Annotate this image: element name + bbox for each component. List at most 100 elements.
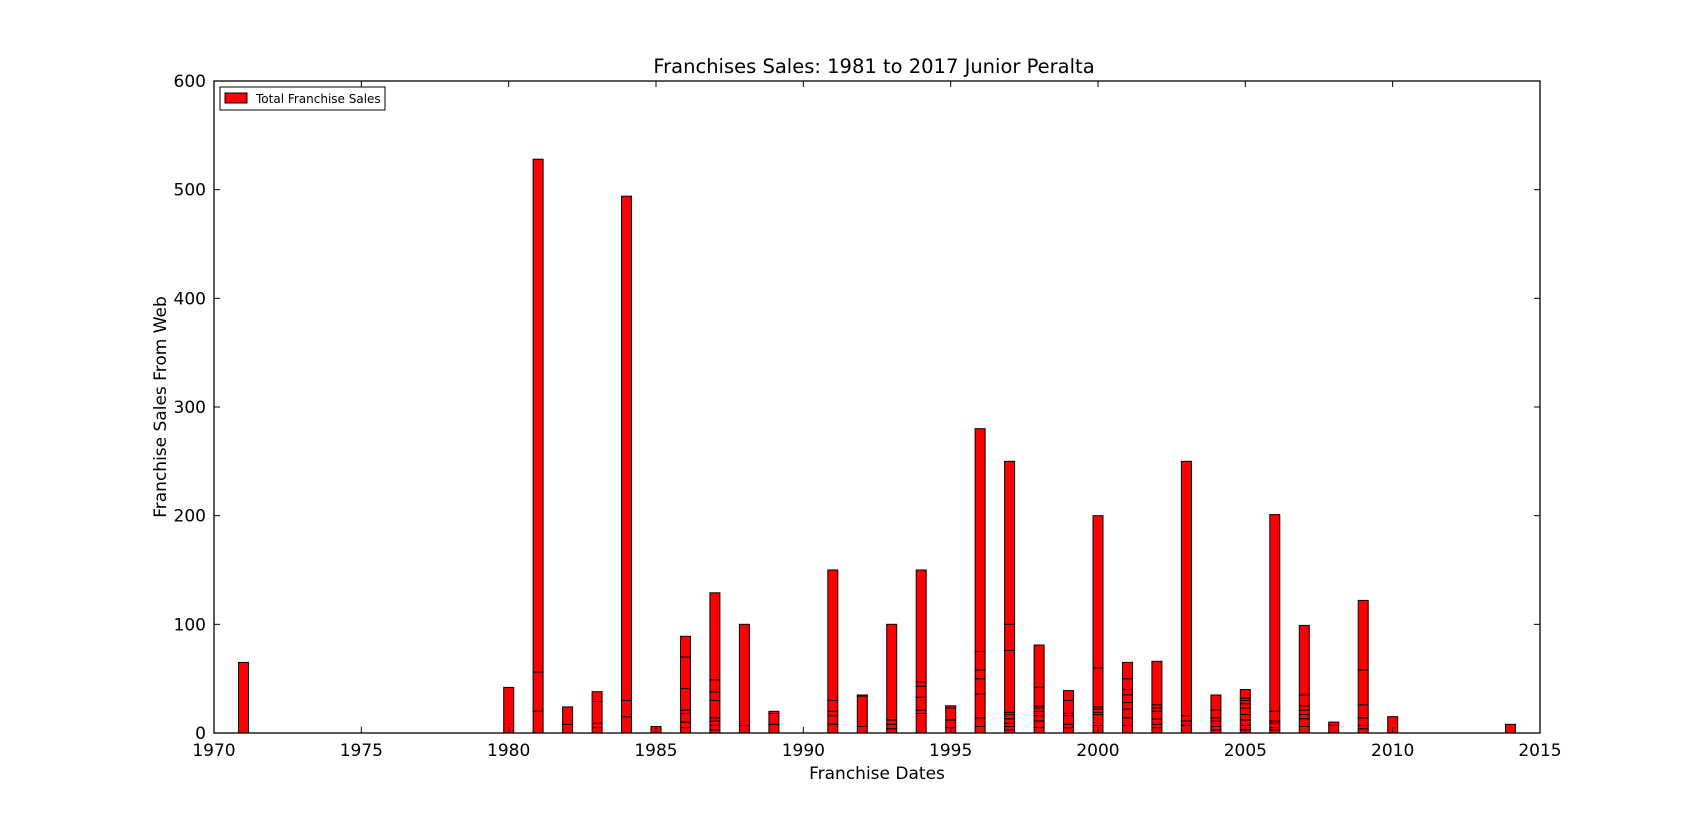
bar-segment xyxy=(827,715,839,725)
bar-segment xyxy=(1210,694,1222,711)
bar xyxy=(1269,514,1281,734)
bar-segment xyxy=(1122,702,1133,710)
bar-segment xyxy=(680,727,691,734)
bar-segment xyxy=(1298,624,1310,696)
bar xyxy=(621,195,632,734)
bar xyxy=(680,635,691,734)
bar-segment xyxy=(709,679,721,693)
bar-segment xyxy=(1357,704,1369,719)
bar-segment xyxy=(915,712,927,734)
y-tick-label: 500 xyxy=(174,181,206,201)
bar-segment xyxy=(1328,721,1340,726)
bar-segment xyxy=(709,691,721,701)
bar-segment xyxy=(1298,705,1310,711)
bar-segment xyxy=(915,709,927,715)
bar-segment xyxy=(915,685,927,698)
bar-segment xyxy=(1092,515,1104,669)
bar-segment xyxy=(1033,727,1045,734)
bar-segment xyxy=(238,661,249,734)
bar-segment xyxy=(1180,720,1192,726)
bar-segment xyxy=(974,678,986,695)
bar xyxy=(1298,624,1310,734)
bar-segment xyxy=(1004,460,1016,625)
bar-segment xyxy=(886,719,898,725)
bar-segment xyxy=(591,691,603,703)
bar-segment xyxy=(974,726,986,734)
x-tick-label: 1980 xyxy=(487,741,530,761)
x-tick-label: 1985 xyxy=(634,741,677,761)
bar-segment xyxy=(827,569,839,701)
bar xyxy=(503,686,515,734)
bar-segment xyxy=(1122,717,1133,726)
x-tick-label: 2000 xyxy=(1076,741,1119,761)
legend: Total Franchise Sales xyxy=(219,86,386,111)
bar-segment xyxy=(1092,714,1104,726)
bar-segment xyxy=(1505,723,1516,734)
bar-segment xyxy=(738,623,750,726)
bar-segment xyxy=(1033,686,1045,707)
bar xyxy=(827,569,839,734)
bar-segment xyxy=(1004,623,1016,651)
bar-segment xyxy=(886,723,898,730)
bar xyxy=(1004,460,1016,734)
bar-segment xyxy=(621,716,632,734)
bar-segment xyxy=(1210,726,1222,731)
bar-segment xyxy=(1298,726,1310,734)
bar xyxy=(915,569,927,734)
bar-segment xyxy=(945,705,957,709)
bar-segment xyxy=(1122,678,1133,691)
bar-segment xyxy=(709,592,721,681)
bar-segment xyxy=(1063,699,1074,714)
bar-segment xyxy=(768,723,780,734)
bar-segment xyxy=(680,687,691,711)
bar-segment xyxy=(1151,710,1163,720)
bar-segment xyxy=(621,195,632,701)
bar-segment xyxy=(974,717,986,727)
x-axis-label: Franchise Dates xyxy=(809,764,945,784)
bar-segment xyxy=(886,623,898,721)
x-tick-label: 2015 xyxy=(1518,741,1561,761)
bar-segment xyxy=(856,694,868,697)
bar-segment xyxy=(1180,724,1192,734)
bar-segment xyxy=(1357,717,1369,726)
bar-segment xyxy=(1269,710,1281,722)
bar xyxy=(974,428,986,734)
bar-segment xyxy=(1357,669,1369,706)
y-tick-label: 400 xyxy=(174,289,206,309)
bar-segment xyxy=(1122,694,1133,704)
bar xyxy=(738,623,750,734)
x-tick-label: 1990 xyxy=(782,741,825,761)
bar xyxy=(709,592,721,734)
bar-segment xyxy=(1063,715,1074,725)
bar-segment xyxy=(945,707,957,721)
bar-segment xyxy=(1210,709,1222,719)
bar-segment xyxy=(768,710,780,714)
bar-segment xyxy=(562,706,574,725)
bar-segment xyxy=(915,696,927,711)
bar-segment xyxy=(1239,719,1251,726)
bar xyxy=(1180,460,1192,734)
bar-segment xyxy=(1239,689,1251,699)
y-tick-label: 0 xyxy=(195,724,206,744)
x-axis-ticks: 1970 1975 1980 1985 1990 1995 2000 2005 2010 2015 xyxy=(192,81,1562,761)
bar-segment xyxy=(591,722,603,729)
bar xyxy=(1210,694,1222,734)
bar-segment xyxy=(709,720,721,726)
bar xyxy=(238,661,249,734)
bar-segment xyxy=(1269,514,1281,712)
bar-segment xyxy=(1151,660,1163,706)
bar-segment xyxy=(1033,644,1045,688)
bar-segment xyxy=(532,158,544,673)
bar-segment xyxy=(915,681,927,687)
x-tick-label: 2005 xyxy=(1224,741,1267,761)
bar-segment xyxy=(827,723,839,734)
y-axis-ticks: 0 100 200 300 400 500 600 xyxy=(174,72,1540,744)
y-tick-label: 200 xyxy=(174,507,206,527)
bar-segment xyxy=(1210,720,1222,727)
bar-segment xyxy=(1063,690,1074,701)
bar-segment xyxy=(1298,714,1310,720)
bar-segment xyxy=(1033,720,1045,728)
bar xyxy=(856,694,868,734)
bar-segment xyxy=(856,726,868,734)
legend-entry: Total Franchise Sales xyxy=(255,92,381,106)
